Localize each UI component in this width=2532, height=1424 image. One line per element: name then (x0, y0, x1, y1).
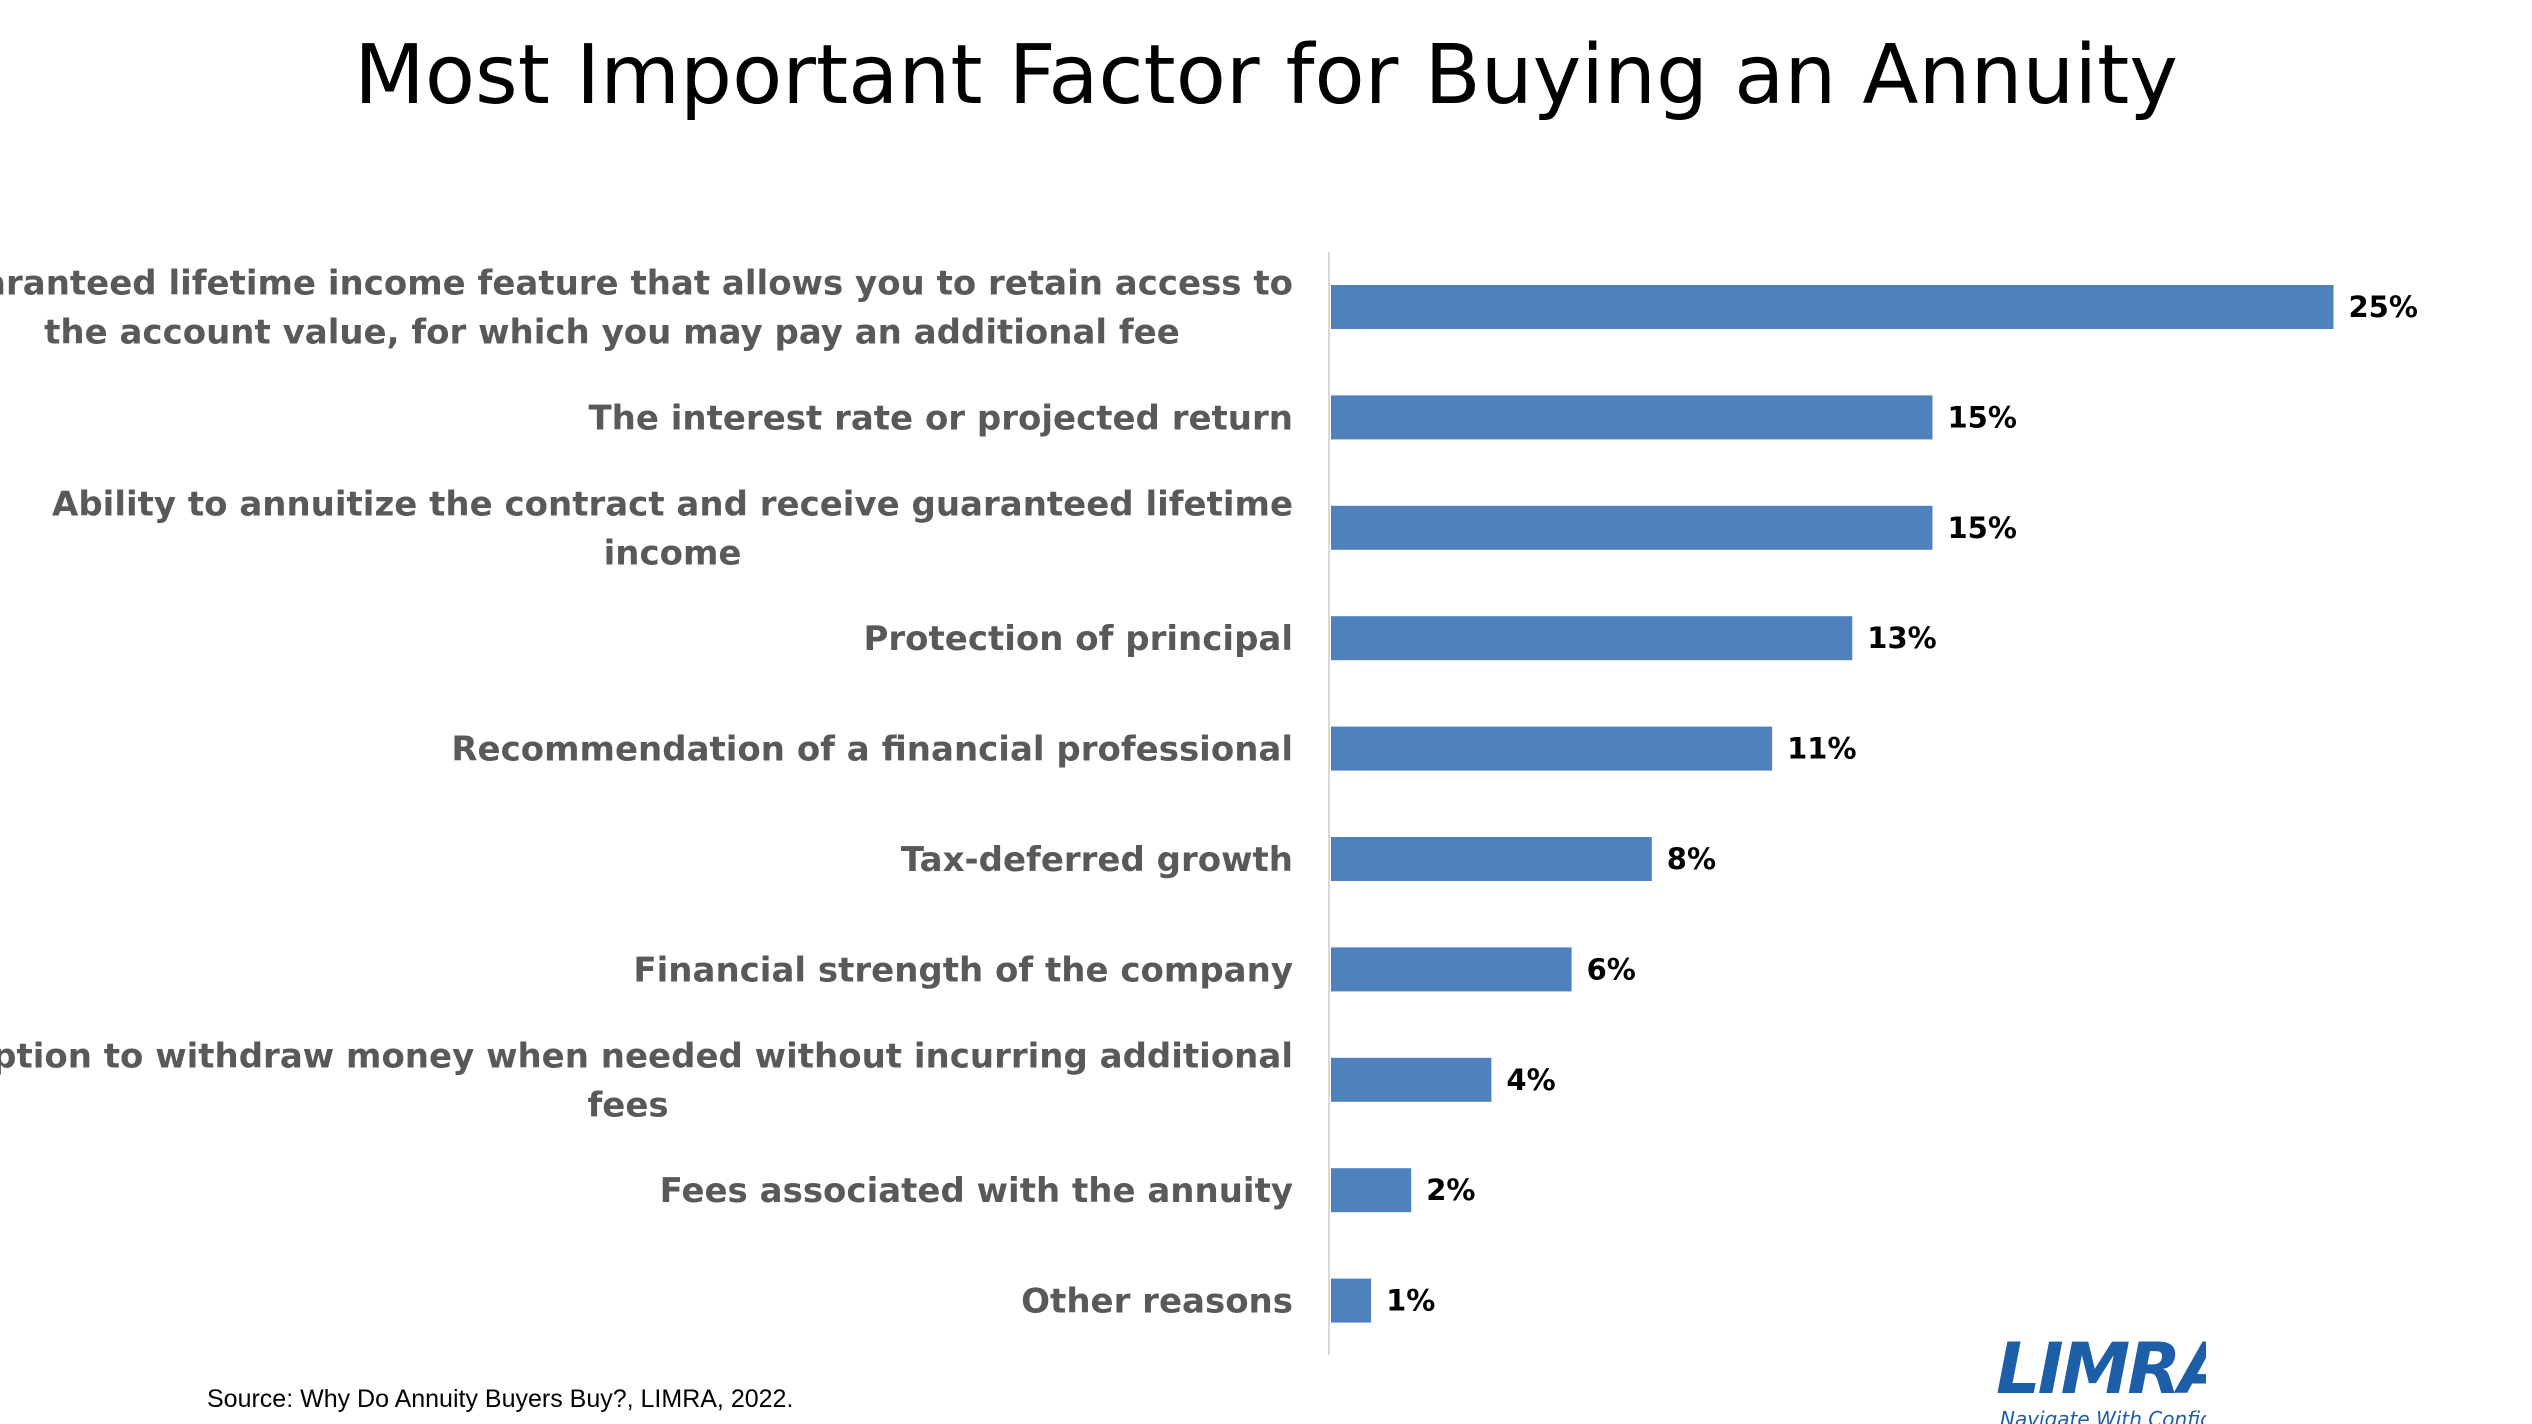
category-label-4: Protection of principal (863, 619, 1293, 659)
value-label-5: 11% (1787, 732, 1856, 766)
bar-8 (1331, 1057, 1492, 1102)
logo-tagline: Navigate With Confidence (2000, 1407, 2206, 1424)
category-label-7-line-1: Financial strength of the company (633, 950, 1293, 990)
bar-6 (1331, 837, 1652, 881)
category-label-8-line-2: fees (588, 1085, 669, 1125)
value-label-2: 15% (1948, 400, 2017, 434)
source-note: Source: Why Do Annuity Buyers Buy?, LIMR… (207, 1385, 794, 1413)
value-label-4: 13% (1867, 621, 1936, 655)
category-label-10: Other reasons (1021, 1282, 1293, 1322)
category-label-7: Financial strength of the company (633, 950, 1293, 990)
bar-9 (1331, 1168, 1412, 1213)
value-label-3: 15% (1948, 511, 2017, 545)
category-label-9: Fees associated with the annuity (660, 1171, 1293, 1211)
bar-7 (1331, 947, 1572, 992)
category-label-3-line-2: income (604, 533, 742, 573)
bar-5 (1331, 726, 1773, 771)
category-label-3: Ability to annuitize the contract and re… (52, 484, 1293, 573)
value-label-7: 6% (1587, 952, 1636, 986)
bar-3 (1331, 505, 1933, 550)
category-label-8-line-1: Option to withdraw money when needed wit… (0, 1036, 1293, 1076)
category-label-4-line-1: Protection of principal (863, 619, 1293, 659)
limra-logo: LIMRA Navigate With Confidence (1996, 1334, 2206, 1424)
value-label-8: 4% (1506, 1063, 1555, 1097)
category-label-6: Tax-deferred growth (901, 840, 1293, 880)
value-label-10: 1% (1386, 1284, 1435, 1318)
category-label-8: Option to withdraw money when needed wit… (0, 1036, 1293, 1125)
value-label-9: 2% (1426, 1173, 1475, 1207)
category-label-2-line-1: The interest rate or projected return (588, 398, 1293, 438)
value-label-1: 25% (2349, 290, 2418, 324)
bar-1 (1331, 285, 2334, 329)
category-label-1-line-2: the account value, for which you may pay… (44, 313, 1180, 353)
category-label-1: Guaranteed lifetime income feature that … (0, 264, 1293, 353)
bar-10 (1331, 1278, 1372, 1323)
category-label-6-line-1: Tax-deferred growth (901, 840, 1293, 880)
category-label-2: The interest rate or projected return (588, 398, 1293, 438)
value-label-6: 8% (1667, 842, 1716, 876)
category-label-3-line-1: Ability to annuitize the contract and re… (52, 484, 1293, 524)
category-label-9-line-1: Fees associated with the annuity (660, 1171, 1293, 1211)
chart-title: Most Important Factor for Buying an Annu… (354, 28, 2178, 123)
category-label-5-line-1: Recommendation of a financial profession… (451, 730, 1293, 770)
logo-wordmark: LIMRA (1996, 1334, 2206, 1410)
category-label-5: Recommendation of a financial profession… (451, 730, 1293, 770)
category-label-1-line-1: Guaranteed lifetime income feature that … (0, 264, 1293, 304)
category-label-10-line-1: Other reasons (1021, 1282, 1293, 1322)
bar-4 (1331, 616, 1853, 661)
bar-2 (1331, 395, 1933, 440)
